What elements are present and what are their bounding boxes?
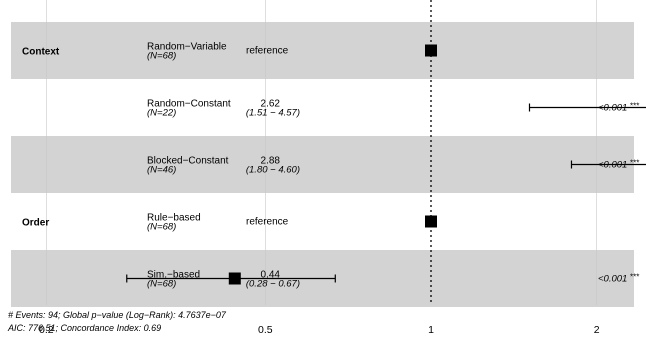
significance-stars: ***	[630, 159, 639, 168]
row-bands	[11, 22, 634, 307]
p-value-label: <0.001 ***	[598, 273, 639, 285]
level-label: Blocked−Constant	[147, 156, 229, 167]
significance-stars: ***	[630, 273, 639, 282]
ci-label: (0.28 − 0.67)	[246, 279, 300, 290]
x-axis: 0.10.20.5125	[39, 324, 600, 336]
footer-aic: AIC: 776.51; Concordance Index: 0.69	[7, 323, 161, 333]
footer-notes: # Events: 94; Global p−value (Log−Rank):…	[7, 310, 227, 333]
n-label: (N=68)	[147, 279, 176, 290]
hr-label: 2.88	[261, 156, 281, 167]
x-tick-label: 1	[428, 324, 434, 336]
ci-label: (1.51 − 4.57)	[246, 108, 300, 119]
p-value: <0.001	[598, 274, 630, 285]
hr-label: 2.62	[261, 99, 281, 110]
estimate-marker	[425, 44, 437, 57]
estimate-marker	[425, 215, 437, 228]
data-marks	[126, 44, 646, 285]
n-label: (N=46)	[147, 165, 176, 176]
x-tick-label: 0.2	[39, 324, 54, 336]
hr-label: 0.44	[261, 270, 281, 281]
row-band	[11, 136, 634, 193]
hr-label: reference	[246, 217, 289, 228]
significance-stars: ***	[630, 102, 639, 111]
group-label: Order	[22, 218, 49, 229]
x-tick-label: 0.5	[258, 324, 273, 336]
level-label: Random−Variable	[147, 42, 227, 53]
ci-label: (1.80 − 4.60)	[246, 165, 300, 176]
level-label: Random−Constant	[147, 99, 231, 110]
footer-events: # Events: 94; Global p−value (Log−Rank):…	[8, 310, 227, 320]
hr-label: reference	[246, 46, 289, 57]
x-tick-label: 2	[594, 324, 600, 336]
estimate-marker	[228, 272, 241, 285]
level-label: Sim.−based	[147, 270, 200, 281]
row-band	[11, 22, 634, 79]
group-label: Context	[22, 47, 60, 58]
n-label: (N=68)	[147, 222, 176, 233]
n-label: (N=68)	[147, 51, 176, 62]
level-label: Rule−based	[147, 213, 201, 224]
n-label: (N=22)	[147, 108, 176, 119]
